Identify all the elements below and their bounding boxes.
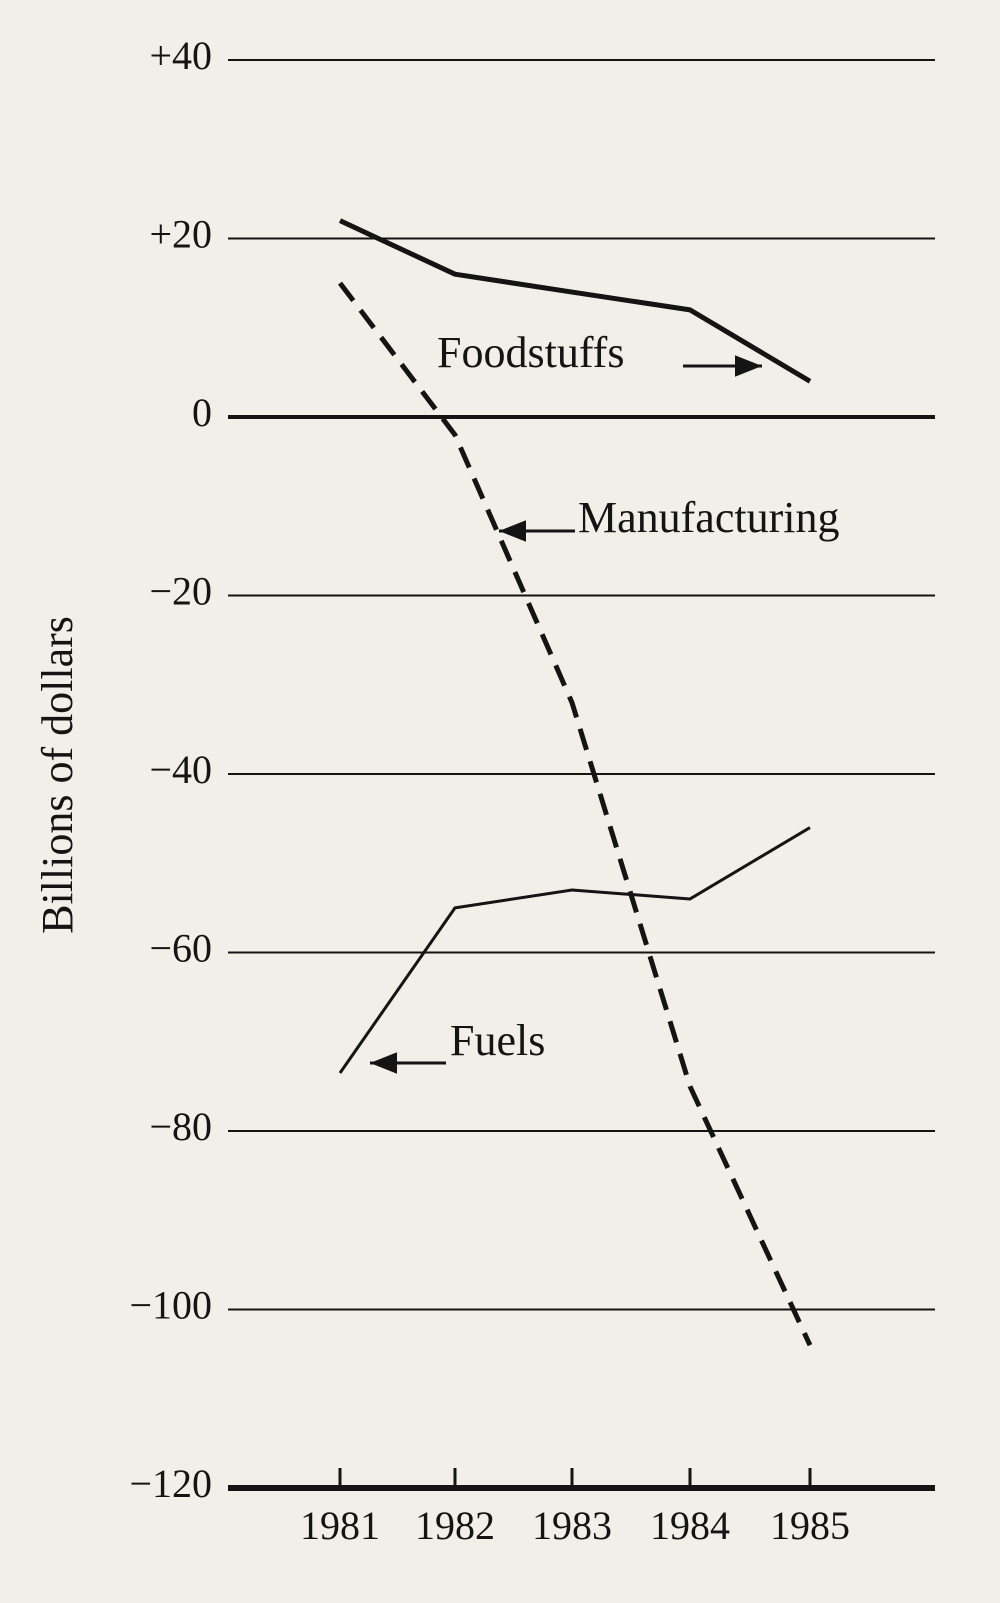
y-tick-label: −120 <box>129 1461 212 1506</box>
y-tick-label: −80 <box>149 1104 212 1149</box>
series-line <box>338 281 813 1347</box>
x-tick-label: 1981 <box>300 1503 380 1548</box>
x-tick-label: 1982 <box>415 1503 495 1548</box>
x-tick-label: 1984 <box>650 1503 730 1548</box>
series-label: Fuels <box>450 1016 545 1065</box>
y-tick-label: 0 <box>192 390 212 435</box>
series-label: Manufacturing <box>578 493 839 542</box>
series-line <box>338 826 811 1074</box>
series-line <box>338 218 812 384</box>
series-label: Foodstuffs <box>437 328 624 377</box>
x-tick-label: 1985 <box>770 1503 850 1548</box>
y-axis-label: Billions of dollars <box>33 616 82 934</box>
y-tick-label: +40 <box>149 33 212 78</box>
y-tick-label: −100 <box>129 1283 212 1328</box>
y-tick-label: −60 <box>149 926 212 971</box>
y-tick-label: −20 <box>149 569 212 614</box>
y-tick-label: +20 <box>149 212 212 257</box>
y-tick-label: −40 <box>149 747 212 792</box>
x-tick-label: 1983 <box>532 1503 612 1548</box>
